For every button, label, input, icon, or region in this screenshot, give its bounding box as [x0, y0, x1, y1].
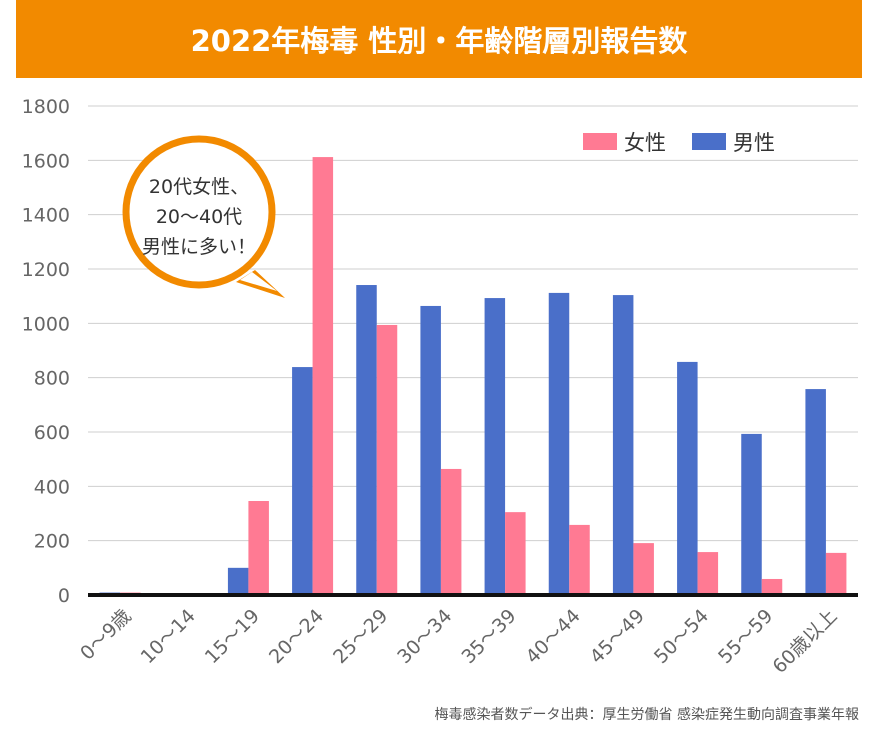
bar-female [312, 157, 334, 595]
callout-text: 20〜40代 [156, 206, 242, 228]
legend-label: 男性 [733, 131, 775, 155]
x-tick-label: 10〜14 [137, 605, 200, 668]
bar-male [805, 389, 826, 595]
x-tick-label: 15〜19 [201, 605, 264, 668]
y-tick-label: 0 [58, 585, 70, 607]
bar-male [677, 361, 698, 595]
bar-female [440, 468, 462, 595]
bar-male [227, 567, 249, 595]
bar-male [484, 298, 506, 595]
y-tick-label: 1200 [22, 259, 70, 281]
y-tick-label: 400 [34, 476, 70, 498]
x-tick-label: 30〜34 [393, 605, 456, 668]
x-tick-label: 35〜39 [457, 605, 520, 668]
x-tick-label: 0〜9歳 [76, 605, 136, 665]
y-tick-label: 1000 [22, 313, 70, 335]
bar-female [248, 501, 269, 595]
y-tick-label: 1800 [22, 96, 70, 118]
y-tick-label: 200 [34, 531, 70, 553]
callout-text: 20代女性、 [149, 176, 249, 198]
bar-male [420, 305, 441, 595]
bar-male [741, 433, 762, 595]
callout-text: 男性に多い！ [142, 236, 256, 258]
bar-female [505, 512, 526, 595]
legend-swatch [583, 133, 617, 150]
bar-female [376, 324, 398, 595]
bar-male [292, 367, 313, 595]
bar-female [697, 552, 719, 595]
x-tick-label: 40〜44 [522, 605, 585, 668]
bar-male [356, 285, 377, 595]
bar-female [825, 552, 847, 595]
y-tick-label: 1600 [22, 150, 70, 172]
callout-tail-inner [240, 272, 277, 291]
x-tick-label: 50〜54 [650, 605, 713, 668]
y-tick-label: 600 [34, 422, 70, 444]
bar-male [548, 292, 570, 595]
y-tick-label: 1400 [22, 205, 70, 227]
y-tick-label: 800 [34, 368, 70, 390]
callout-bubble [122, 135, 276, 289]
legend-label: 女性 [624, 131, 666, 155]
bar-female [569, 524, 590, 595]
x-tick-label: 20〜24 [265, 605, 328, 668]
chart-title: 2022年梅毒 性別・年齢階層別報告数 [16, 0, 862, 78]
x-tick-label: 55〜59 [714, 605, 777, 668]
x-tick-label: 60歳以上 [768, 605, 841, 678]
legend-swatch [692, 133, 726, 150]
bar-male [612, 295, 634, 595]
bar-female [761, 578, 783, 595]
x-tick-label: 45〜49 [586, 605, 649, 668]
source-note: 梅毒感染者数データ出典：厚生労働省 感染症発生動向調査事業年報 [434, 707, 859, 723]
x-tick-label: 25〜29 [329, 605, 392, 668]
bar-female [633, 543, 654, 595]
